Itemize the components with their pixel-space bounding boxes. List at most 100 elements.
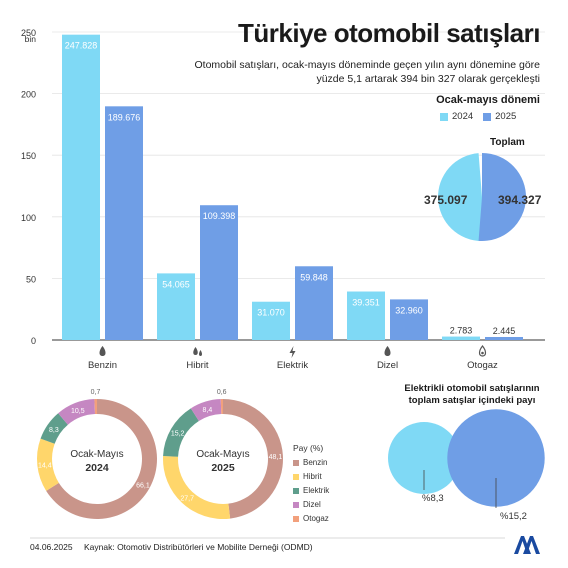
- share-legend-item-elektrik: Elektrik: [293, 486, 329, 495]
- pie-slice-2024: [437, 153, 482, 241]
- bar-dizel-2024: [347, 291, 385, 340]
- swatch-otogaz: [293, 515, 299, 522]
- series-legend: 2024 2025: [440, 111, 550, 122]
- ev-share-title-line-2: toplam satışlar içindeki payı: [408, 395, 536, 406]
- donut-segment-hibrit: [37, 438, 59, 491]
- donut-segment-elektrik: [40, 413, 68, 444]
- donut-value-label: 8,4: [203, 407, 213, 414]
- page-title: Türkiye otomobil satışları: [238, 18, 540, 48]
- gas-drop-icon: [478, 345, 487, 357]
- bar-hibrit-2024: [157, 273, 195, 340]
- bar-value-label: 32.960: [395, 305, 423, 315]
- subtitle: Otomobil satışları, ocak-mayıs döneminde…: [190, 58, 540, 86]
- donut-value-label: 8,3: [49, 427, 59, 434]
- x-tick-label-benzin: Benzin: [88, 360, 117, 371]
- ev-share-circle-2025: [447, 409, 545, 507]
- donut-center-year: 2025: [211, 462, 235, 474]
- y-tick-label: 200: [21, 90, 36, 100]
- ev-share-circle-2024: [388, 422, 460, 494]
- ev-share-value-2025: %15,2: [500, 511, 527, 522]
- subtitle-line-2: yüzde 5,1 artarak 394 bin 327 olarak ger…: [316, 73, 540, 85]
- agency-logo-icon: [514, 536, 540, 554]
- hybrid-drops-icon: [193, 347, 202, 356]
- share-legend-label: Benzin: [303, 458, 328, 467]
- total-pie-title: Toplam: [490, 137, 525, 148]
- legend-label-2024: 2024: [452, 111, 474, 122]
- donut-segment-elektrik: [163, 408, 199, 457]
- bar-value-label: 2.783: [450, 326, 473, 336]
- bar-value-label: 54.065: [162, 279, 190, 289]
- share-legend-label: Dizel: [303, 500, 321, 509]
- donut-center-year: 2024: [85, 462, 109, 474]
- share-legend-item-benzin: Benzin: [293, 458, 327, 467]
- subtitle-line-1: Otomobil satışları, ocak-mayıs döneminde…: [194, 59, 540, 71]
- bar-value-label: 2.445: [493, 326, 516, 336]
- swatch-benzin: [293, 459, 299, 466]
- bar-dizel-2025: [390, 299, 428, 340]
- bar-benzin-2025: [105, 106, 143, 340]
- share-legend-item-dizel: Dizel: [293, 500, 321, 509]
- ev-share-value-2024: %8,3: [422, 493, 444, 504]
- donut-segment-hibrit: [162, 455, 231, 519]
- y-tick-label: 150: [21, 151, 36, 161]
- x-tick-label-otogaz: Otogaz: [467, 360, 498, 371]
- fuel-drop-icon: [384, 346, 391, 356]
- bar-value-label: 31.070: [257, 308, 285, 318]
- x-tick-label-dizel: Dizel: [377, 360, 398, 371]
- ev-share-title-line-1: Elektrikli otomobil satışlarının: [404, 383, 540, 394]
- bar-elektrik-2024: [252, 301, 290, 340]
- bar-value-label: 189.676: [108, 112, 141, 122]
- donut-segment-otogaz: [220, 399, 223, 415]
- bar-benzin-2024: [62, 34, 100, 340]
- donut-center-label: Ocak-Mayıs: [70, 449, 123, 460]
- donut-value-label: 14,4: [38, 463, 52, 470]
- swatch-elektrik: [293, 487, 299, 494]
- x-tick-label-hibrit: Hibrit: [186, 360, 209, 371]
- donut-segment-dizel: [58, 399, 96, 425]
- donut-center-label: Ocak-Mayıs: [196, 449, 249, 460]
- share-legend-title: Pay (%): [293, 443, 324, 453]
- share-legend-item-hibrit: Hibrit: [293, 472, 322, 481]
- lightning-icon: [289, 346, 296, 358]
- bar-value-label: 109.398: [203, 211, 236, 221]
- bar-otogaz-2025: [485, 336, 523, 340]
- x-tick-label-elektrik: Elektrik: [277, 360, 308, 371]
- total-pie-label-2024: 375.097: [424, 193, 468, 207]
- legend-label-2025: 2025: [495, 111, 517, 122]
- share-legend-item-otogaz: Otogaz: [293, 514, 329, 523]
- legend-swatch-2025: [483, 112, 492, 121]
- donut-value-label: 10,5: [71, 408, 85, 415]
- y-tick-label: 0: [31, 336, 36, 346]
- donut-value-label: 66,1: [136, 482, 150, 489]
- period-label: Ocak-mayıs dönemi: [436, 94, 540, 106]
- donut-value-label: 15,2: [171, 431, 185, 438]
- bar-otogaz-2024: [442, 336, 480, 340]
- donut-value-label: 0,7: [91, 389, 101, 396]
- footer-source: Kaynak: Otomotiv Distribütörleri ve Mobi…: [84, 542, 313, 552]
- donut-value-label: 48,1: [269, 454, 283, 461]
- share-legend-label: Hibrit: [303, 472, 322, 481]
- swatch-hibrit: [293, 473, 299, 480]
- bar-value-label: 247.828: [65, 41, 98, 51]
- bar-value-label: 59.848: [300, 272, 328, 282]
- total-pie-label-2025: 394.327: [498, 193, 542, 207]
- donut-value-label: 27,7: [180, 495, 194, 502]
- y-tick-label: 50: [26, 274, 36, 284]
- bar-hibrit-2025: [200, 205, 238, 340]
- ev-share-title: Elektrikli otomobil satışlarının toplam …: [392, 383, 552, 407]
- pie-slice-2025: [478, 153, 526, 241]
- share-legend-label: Otogaz: [303, 514, 329, 523]
- bar-elektrik-2025: [295, 266, 333, 340]
- legend-swatch-2024: [440, 112, 448, 121]
- donut-segment-benzin: [223, 399, 283, 519]
- y-unit-label: bin: [25, 34, 37, 44]
- donut-value-label: 0,6: [217, 389, 227, 396]
- y-tick-label: 100: [21, 213, 36, 223]
- fuel-drop-icon: [99, 346, 106, 356]
- share-legend-label: Elektrik: [303, 486, 330, 495]
- y-tick-label: 250: [21, 28, 36, 38]
- swatch-dizel: [293, 501, 299, 508]
- bar-value-label: 39.351: [352, 298, 380, 308]
